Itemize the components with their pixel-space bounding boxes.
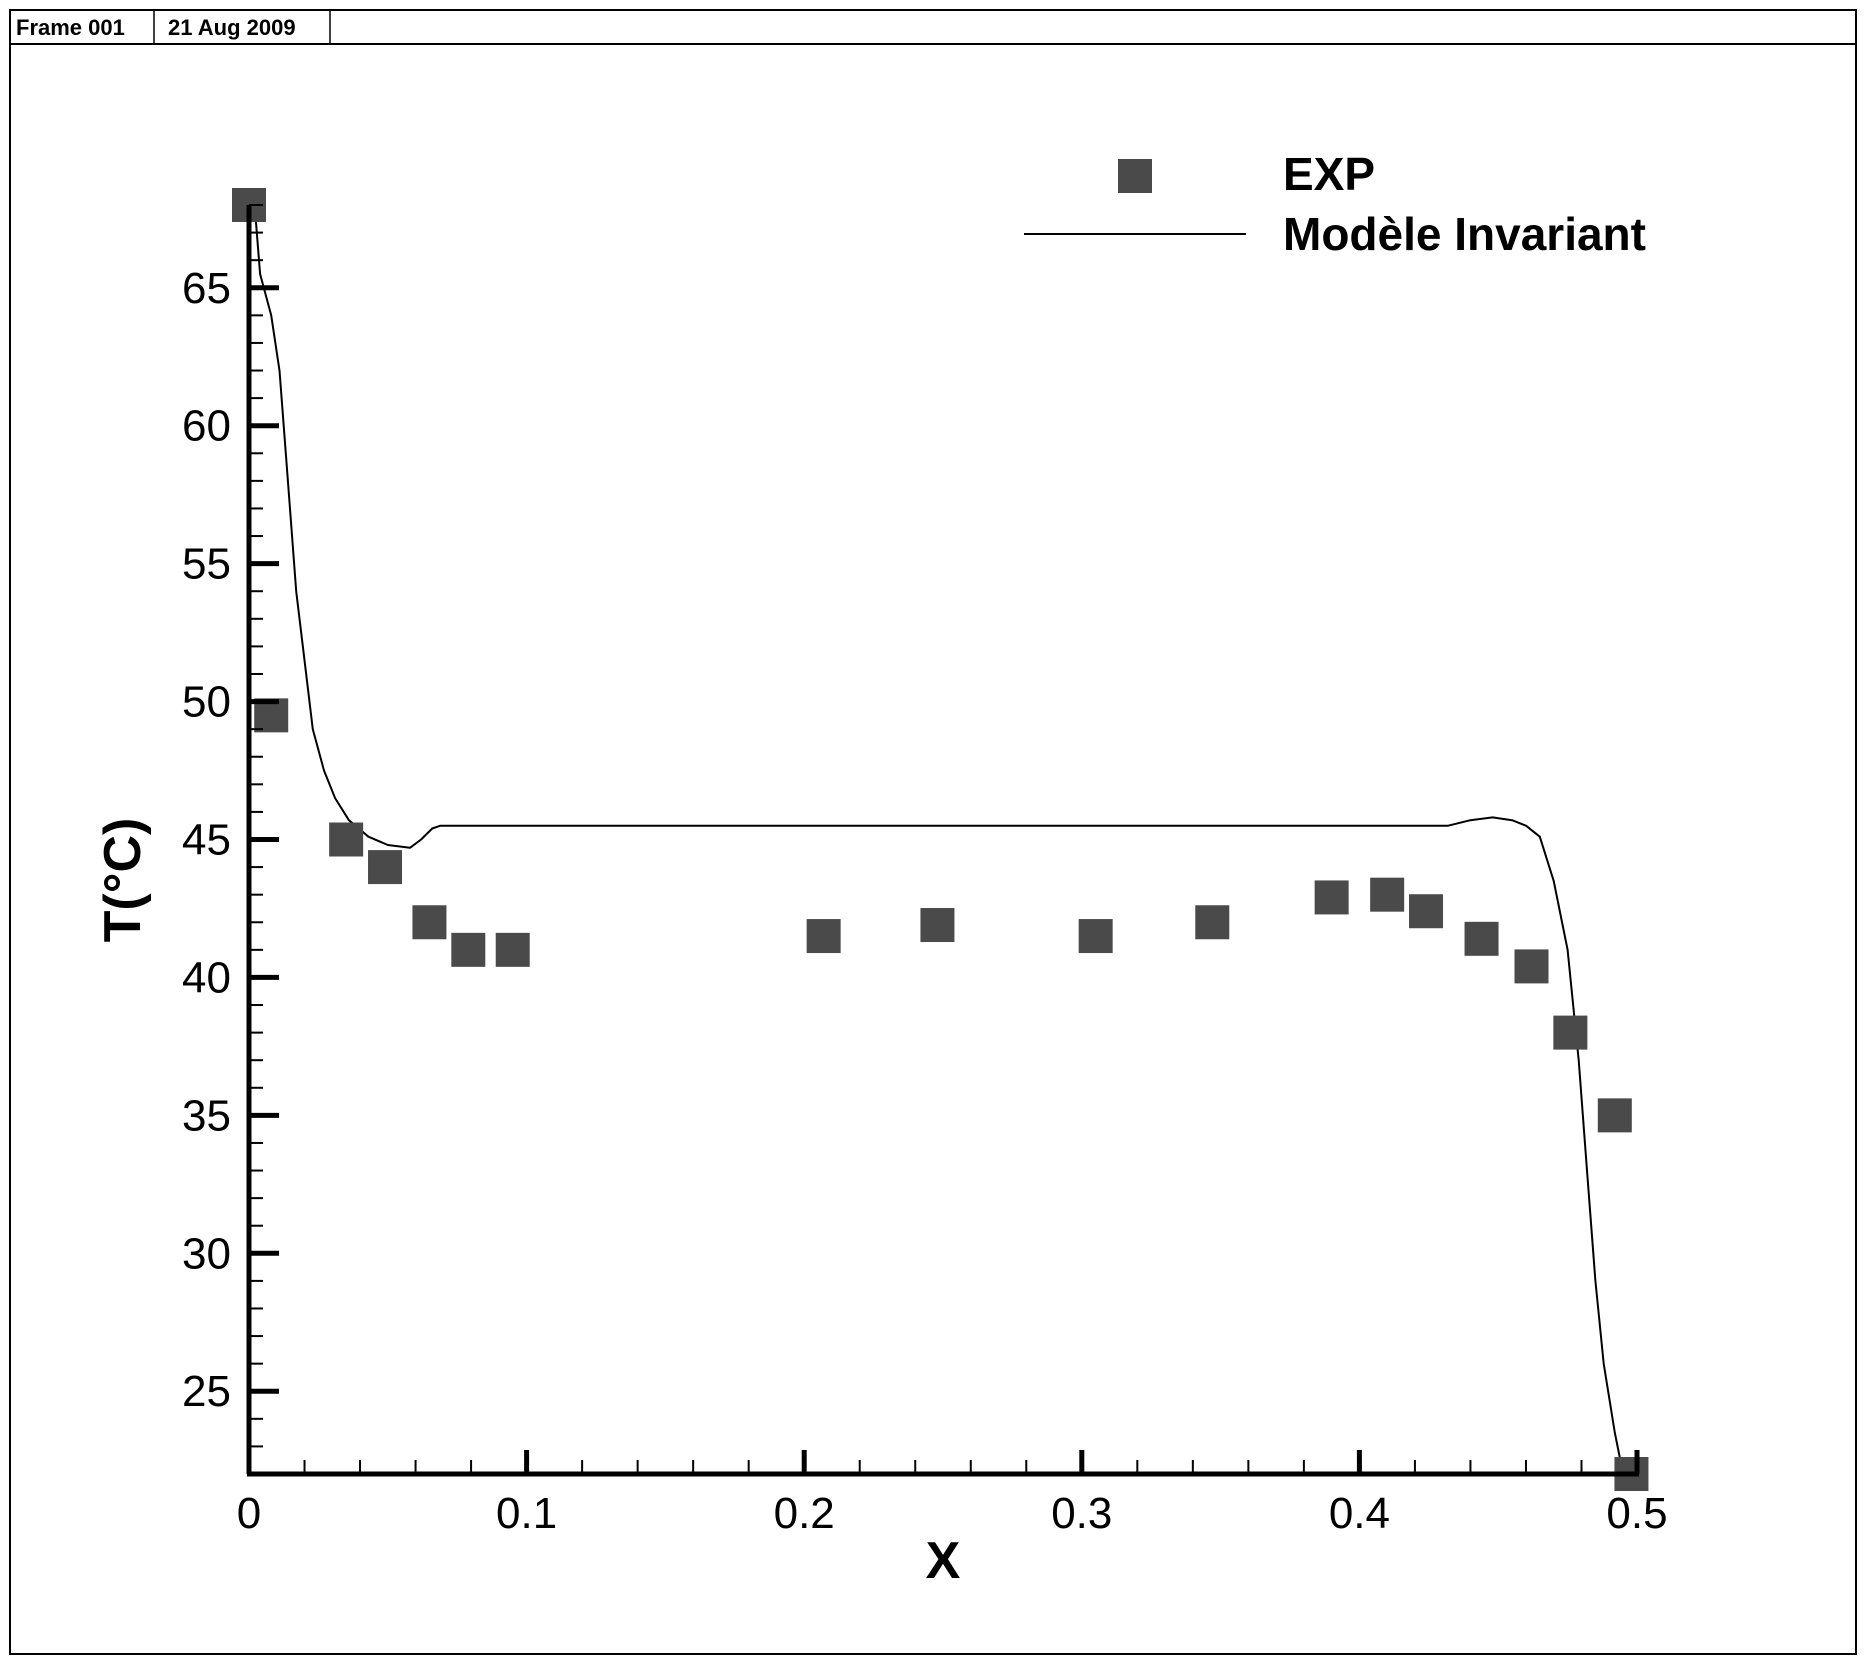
legend-exp-marker — [1118, 159, 1152, 193]
y-tick-label: 60 — [182, 402, 231, 451]
y-tick-label: 30 — [182, 1229, 231, 1278]
y-tick-label: 35 — [182, 1091, 231, 1140]
exp-marker — [1553, 1015, 1588, 1050]
y-tick-label: 45 — [182, 816, 231, 865]
y-tick-label: 40 — [182, 953, 231, 1002]
legend: EXP Modèle Invariant — [1024, 148, 1646, 260]
exp-marker — [806, 919, 841, 954]
axes-layer: 0 0.1 0.2 0.3 0.4 0.5 25 30 35 40 45 50 55 60 65 — [182, 204, 1668, 1538]
legend-exp-label: EXP — [1283, 148, 1375, 200]
exp-marker — [1514, 949, 1549, 984]
outer-frame — [9, 9, 1857, 1655]
x-tick-label: 0.5 — [1606, 1489, 1667, 1538]
y-tick-label: 50 — [182, 678, 231, 727]
line-layer — [253, 204, 1625, 1475]
x-tick-label: 0.3 — [1051, 1489, 1112, 1538]
x-tick-label: 0.2 — [774, 1489, 835, 1538]
exp-marker — [1078, 919, 1113, 954]
y-tick-label: 55 — [182, 540, 231, 589]
y-tick-label: 65 — [182, 264, 231, 313]
legend-model-label: Modèle Invariant — [1283, 208, 1646, 260]
exp-marker — [1314, 880, 1349, 915]
date-label: 21 Aug 2009 — [168, 15, 296, 40]
exp-marker — [329, 822, 364, 857]
x-tick-label: 0.1 — [496, 1489, 557, 1538]
exp-marker — [920, 908, 955, 943]
exp-marker — [412, 905, 447, 940]
exp-marker — [368, 850, 403, 885]
exp-marker — [451, 932, 486, 967]
x-tick-label: 0 — [237, 1489, 261, 1538]
exp-marker — [1464, 921, 1499, 956]
exp-marker — [1195, 905, 1230, 940]
y-axis-title: T(°C) — [94, 818, 152, 943]
exp-marker — [1597, 1098, 1632, 1133]
exp-marker — [1370, 877, 1405, 912]
x-tick-label: 0.4 — [1329, 1489, 1390, 1538]
exp-marker — [1409, 894, 1444, 929]
model-invariant-line — [253, 204, 1625, 1475]
y-tick-label: 25 — [182, 1367, 231, 1416]
frame-label: Frame 001 — [16, 15, 125, 40]
exp-marker — [495, 932, 530, 967]
x-axis-title: X — [926, 1532, 961, 1590]
